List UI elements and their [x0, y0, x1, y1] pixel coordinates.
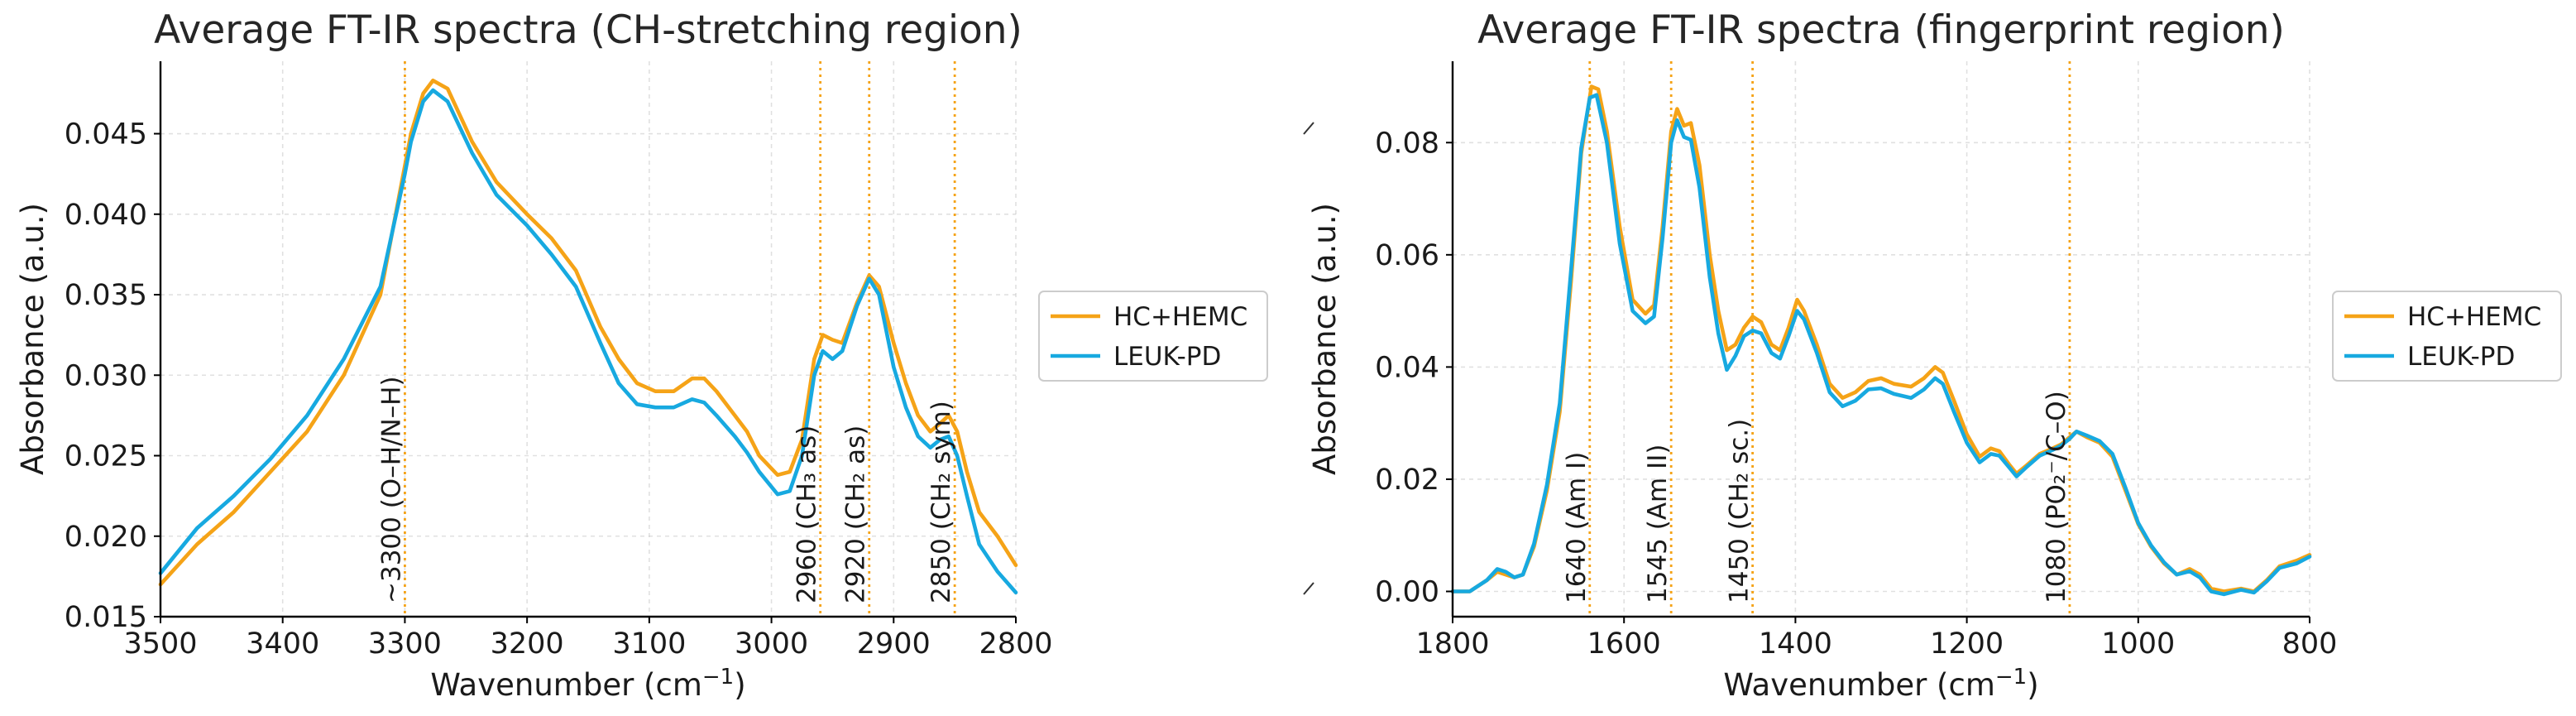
x-tick-label: 3200 — [491, 627, 564, 661]
x-tick-label: 1200 — [1930, 627, 2004, 661]
annotation-label: ~3300 (O–H/N–H) — [376, 376, 406, 603]
x-axis-title-main: Wavenumber (cm — [1723, 667, 1995, 703]
x-tick-label: 2800 — [979, 627, 1052, 661]
annotation-label: 1450 (CH₂ sc.) — [1725, 419, 1755, 603]
legend: HC+HEMC LEUK-PD — [2332, 291, 2562, 382]
series-line-hc-hemc — [158, 79, 1018, 587]
chart-title: Average FT-IR spectra (fingerprint regio… — [1477, 7, 2285, 53]
y-axis-title: Absorbance (a.u.) — [1307, 203, 1343, 475]
x-tick-label: 3300 — [368, 627, 442, 661]
y-tick-label: 0.02 — [1375, 464, 1439, 497]
x-tick-label: 3500 — [123, 627, 197, 661]
x-axis-title-close: ) — [734, 667, 745, 703]
y-tick-label: 0.08 — [1375, 127, 1439, 160]
x-axis-title-superscript: −1 — [702, 665, 734, 690]
y-tick-label: 0.00 — [1375, 576, 1439, 609]
annotation-label: 2850 (CH₂ sym) — [926, 401, 956, 603]
y-tick-label: 0.025 — [65, 440, 147, 473]
legend-label: LEUK-PD — [1113, 342, 1221, 372]
y-tick-label: 0.015 — [65, 601, 147, 634]
y-tick-label: 0.045 — [65, 118, 147, 151]
y-tick-label: 0.04 — [1375, 351, 1439, 384]
y-tick-label: 0.06 — [1375, 239, 1439, 272]
annotation-label: 2920 (CH₂ as) — [841, 425, 871, 603]
x-axis-title: Wavenumber (cm−1) — [1723, 665, 2038, 703]
x-tick-label: 3400 — [246, 627, 319, 661]
legend-frame — [2332, 291, 2562, 382]
series — [158, 79, 1018, 595]
series-line-leuk-pd — [1450, 93, 2312, 597]
x-tick-label: 2900 — [857, 627, 931, 661]
ch-stretching-chart: ~3300 (O–H/N–H) 2960 (CH₃ as) 2920 (CH₂ as… — [15, 7, 1268, 703]
annotation-label: 1080 (PO₂⁻/C–O) — [2042, 391, 2071, 603]
x-axis-title-superscript: −1 — [1995, 665, 2027, 690]
x-tick-label: 800 — [2282, 627, 2338, 661]
series-line-leuk-pd — [158, 88, 1018, 595]
annotation-label: 1545 (Am II) — [1643, 444, 1673, 603]
annotations — [404, 61, 956, 617]
annotation-label: 1640 (Am I) — [1562, 452, 1592, 603]
x-tick-label: 1800 — [1415, 627, 1489, 661]
x-axis-title-close: ) — [2027, 667, 2038, 703]
y-tick-label: 0.040 — [65, 199, 147, 232]
y-axis-title: Absorbance (a.u.) — [15, 203, 50, 475]
legend-label: HC+HEMC — [1113, 302, 1247, 332]
x-tick-label: 3000 — [735, 627, 808, 661]
x-tick-label: 3100 — [612, 627, 686, 661]
legend-label: LEUK-PD — [2407, 342, 2515, 372]
legend-frame — [1038, 291, 1268, 382]
x-tick-label: 1400 — [1759, 627, 1832, 661]
axis-break-marks — [1303, 122, 1314, 595]
x-axis-title-main: Wavenumber (cm — [430, 667, 702, 703]
series — [1450, 84, 2312, 597]
annotation-label: 2960 (CH₃ as) — [792, 425, 822, 603]
y-tick-label: 0.020 — [65, 521, 147, 554]
fingerprint-chart: 1640 (Am I) 1545 (Am II) 1450 (CH₂ sc.) 108… — [1307, 7, 2562, 703]
x-tick-label: 1000 — [2101, 627, 2175, 661]
chart-title: Average FT-IR spectra (CH-stretching reg… — [154, 7, 1022, 53]
legend-label: HC+HEMC — [2407, 302, 2541, 332]
y-tick-label: 0.035 — [65, 279, 147, 312]
axis-break-mark-top — [1303, 122, 1314, 135]
y-tick-label: 0.030 — [65, 359, 147, 392]
legend: HC+HEMC LEUK-PD — [1038, 291, 1268, 382]
x-tick-label: 1600 — [1587, 627, 1661, 661]
axis-break-mark-bottom — [1303, 582, 1314, 595]
x-axis-title: Wavenumber (cm−1) — [430, 665, 745, 703]
